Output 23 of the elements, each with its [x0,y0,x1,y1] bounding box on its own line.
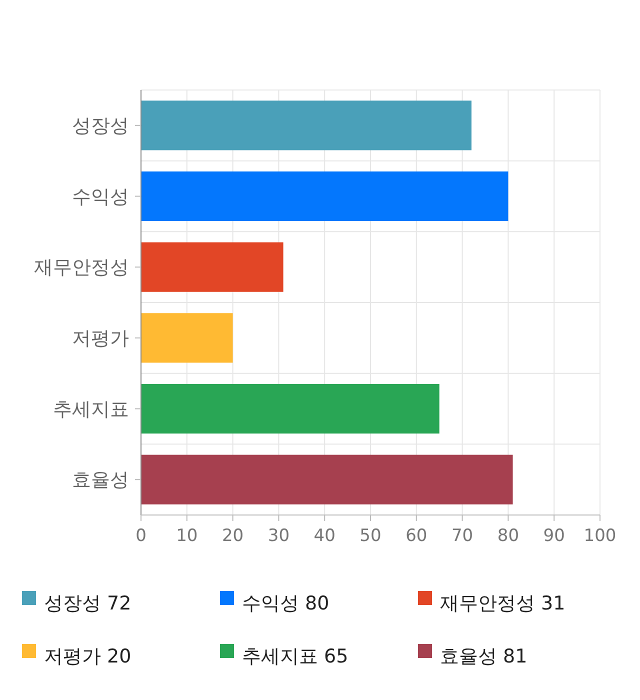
x-tick-label: 90 [543,526,565,546]
legend-label: 효율성 81 [440,646,528,668]
x-tick-label: 40 [314,526,336,546]
x-tick-label: 60 [406,526,428,546]
x-tick-label: 10 [176,526,198,546]
x-tick-label: 70 [451,526,474,546]
legend-label: 재무안정성 31 [440,592,566,615]
y-tick-label: 수익성 [72,186,129,208]
x-tick-label: 0 [136,526,146,546]
legend-label: 수익성 80 [242,592,330,615]
legend-label: 저평가 20 [44,646,132,668]
x-tick-label: 30 [268,526,290,546]
legend-label: 성장성 72 [44,592,132,615]
x-tick-label: 20 [222,526,244,546]
x-tick-label: 80 [497,526,520,546]
legend-label: 추세지표 65 [242,646,348,668]
y-tick-label: 효율성 [72,469,129,492]
x-tick-label: 100 [584,526,616,546]
y-tick-label: 추세지표 [53,398,129,420]
y-tick-label: 재무안정성 [34,256,129,279]
y-tick-label: 성장성 [72,115,129,138]
y-tick-label: 저평가 [72,328,129,350]
x-tick-label: 50 [360,526,382,546]
